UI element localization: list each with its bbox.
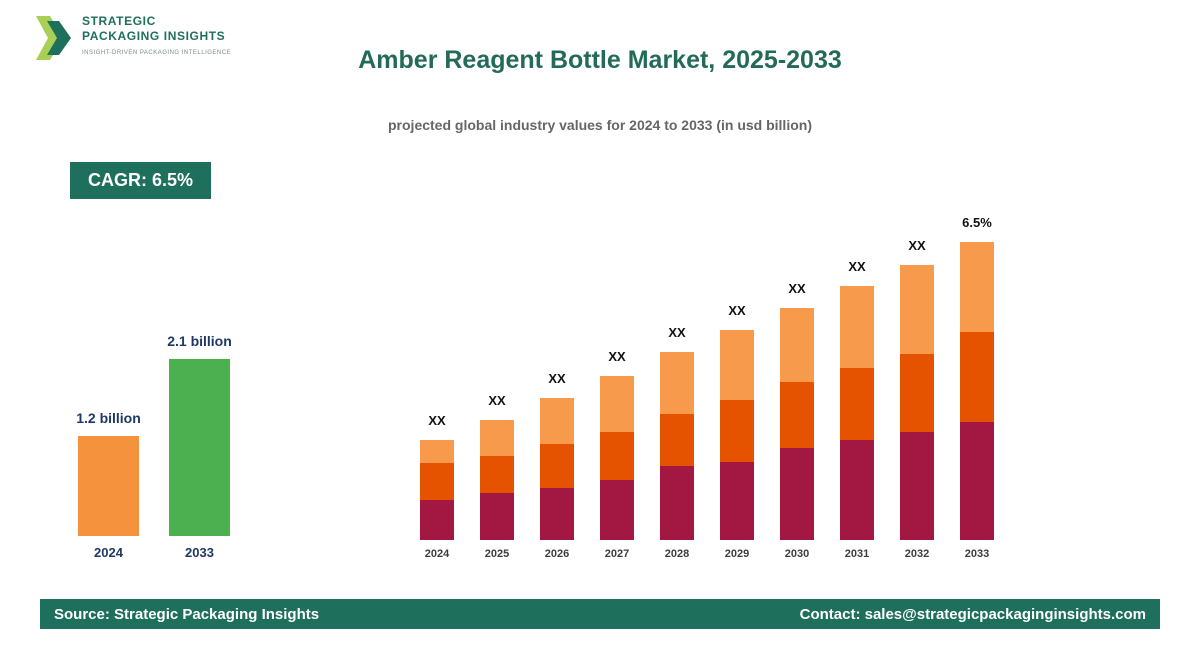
bar-value-label: XX bbox=[548, 371, 566, 386]
bar-column-2029: XX 2029 bbox=[720, 303, 754, 560]
mini-bar bbox=[169, 359, 230, 536]
logo-text: STRATEGIC PACKAGING INSIGHTS INSIGHT-DRI… bbox=[82, 14, 231, 56]
mini-bar-value-label: 2.1 billion bbox=[167, 333, 232, 349]
bar-column-2025: XX 2025 bbox=[480, 393, 514, 560]
bar-column-2027: XX 2027 bbox=[600, 349, 634, 560]
bar-column-2030: XX 2030 bbox=[780, 281, 814, 560]
page-title: Amber Reagent Bottle Market, 2025-2033 bbox=[358, 46, 842, 74]
stacked-bar bbox=[780, 308, 814, 540]
page-subtitle: projected global industry values for 202… bbox=[388, 117, 812, 133]
x-axis-label: 2032 bbox=[904, 548, 930, 560]
segment-bottom bbox=[720, 462, 754, 540]
segment-top bbox=[480, 420, 514, 456]
segment-middle bbox=[720, 400, 754, 462]
stacked-bar bbox=[420, 440, 454, 540]
x-axis-label: 2033 bbox=[964, 548, 990, 560]
segment-top bbox=[540, 398, 574, 444]
bar-value-label: XX bbox=[908, 238, 926, 253]
segment-top bbox=[780, 308, 814, 382]
segment-middle bbox=[600, 432, 634, 480]
logo-name-line2: PACKAGING INSIGHTS bbox=[82, 29, 226, 43]
x-axis-label: 2031 bbox=[844, 548, 870, 560]
segment-bottom bbox=[780, 448, 814, 540]
bar-column-2028: XX 2028 bbox=[660, 325, 694, 560]
x-axis-label: 2029 bbox=[724, 548, 750, 560]
x-axis-label: 2025 bbox=[484, 548, 510, 560]
brand-logo: STRATEGIC PACKAGING INSIGHTS INSIGHT-DRI… bbox=[34, 14, 231, 62]
segment-top bbox=[960, 242, 994, 332]
stacked-bar bbox=[720, 330, 754, 540]
segment-middle bbox=[960, 332, 994, 422]
bar-value-label: 6.5% bbox=[962, 215, 992, 230]
bar-value-label: XX bbox=[728, 303, 746, 318]
stacked-bar bbox=[480, 420, 514, 540]
stacked-bar bbox=[960, 242, 994, 540]
stacked-bar bbox=[540, 398, 574, 540]
logo-tagline: INSIGHT-DRIVEN PACKAGING INTELLIGENCE bbox=[82, 50, 232, 56]
stacked-bar bbox=[840, 286, 874, 540]
segment-bottom bbox=[540, 488, 574, 540]
mini-bar-value-label: 1.2 billion bbox=[76, 410, 141, 426]
bar-column-2033: 6.5% 2033 bbox=[960, 215, 994, 560]
segment-middle bbox=[480, 456, 514, 493]
x-axis-label: 2030 bbox=[784, 548, 810, 560]
footer-source: Source: Strategic Packaging Insights bbox=[54, 605, 320, 623]
x-axis-label: 2027 bbox=[604, 548, 630, 560]
bar-value-label: XX bbox=[608, 349, 626, 364]
segment-top bbox=[900, 265, 934, 354]
bar-column-2031: XX 2031 bbox=[840, 259, 874, 560]
segment-middle bbox=[660, 414, 694, 466]
bar-column-2032: XX 2032 bbox=[900, 238, 934, 560]
bar-value-label: XX bbox=[668, 325, 686, 340]
segment-middle bbox=[900, 354, 934, 432]
segment-middle bbox=[780, 382, 814, 448]
mini-x-axis-label: 2033 bbox=[185, 545, 214, 560]
segment-bottom bbox=[600, 480, 634, 540]
segment-bottom bbox=[480, 493, 514, 540]
x-axis-label: 2028 bbox=[664, 548, 690, 560]
bar-value-label: XX bbox=[488, 393, 506, 408]
bar-column-2024: XX 2024 bbox=[420, 413, 454, 560]
segment-middle bbox=[840, 368, 874, 440]
stacked-bar bbox=[600, 376, 634, 540]
footer-contact: Contact: sales@strategicpackaginginsight… bbox=[799, 605, 1146, 623]
mini-x-axis-label: 2024 bbox=[94, 545, 123, 560]
segment-top bbox=[600, 376, 634, 432]
segment-bottom bbox=[660, 466, 694, 540]
segment-bottom bbox=[840, 440, 874, 540]
mini-bar bbox=[78, 436, 139, 536]
segment-bottom bbox=[960, 422, 994, 540]
stacked-bar-chart: XX 2024 XX 2025 XX 2026 XX 2027 XX 2028 XX 2029 XX 20… bbox=[420, 215, 994, 560]
mini-bar-chart: 1.2 billion 2024 2.1 billion 2033 bbox=[76, 333, 232, 560]
bar-column-2026: XX 2026 bbox=[540, 371, 574, 560]
segment-top bbox=[720, 330, 754, 400]
segment-top bbox=[840, 286, 874, 368]
logo-chevron-icon bbox=[36, 16, 71, 60]
mini-bar-column-2024: 1.2 billion 2024 bbox=[76, 410, 141, 560]
x-axis-label: 2024 bbox=[424, 548, 450, 560]
segment-top bbox=[660, 352, 694, 414]
bar-value-label: XX bbox=[428, 413, 446, 428]
x-axis-label: 2026 bbox=[544, 548, 570, 560]
segment-bottom bbox=[900, 432, 934, 540]
logo-name-line1: STRATEGIC bbox=[82, 14, 156, 28]
stacked-bar bbox=[660, 352, 694, 540]
bar-value-label: XX bbox=[848, 259, 866, 274]
segment-middle bbox=[540, 444, 574, 488]
footer-bar: Source: Strategic Packaging Insights Con… bbox=[40, 599, 1160, 629]
cagr-badge: CAGR: 6.5% bbox=[70, 162, 212, 199]
segment-top bbox=[420, 440, 454, 463]
bar-value-label: XX bbox=[788, 281, 806, 296]
segment-middle bbox=[420, 463, 454, 500]
mini-bar-column-2033: 2.1 billion 2033 bbox=[167, 333, 232, 560]
segment-bottom bbox=[420, 500, 454, 540]
stacked-bar bbox=[900, 265, 934, 540]
